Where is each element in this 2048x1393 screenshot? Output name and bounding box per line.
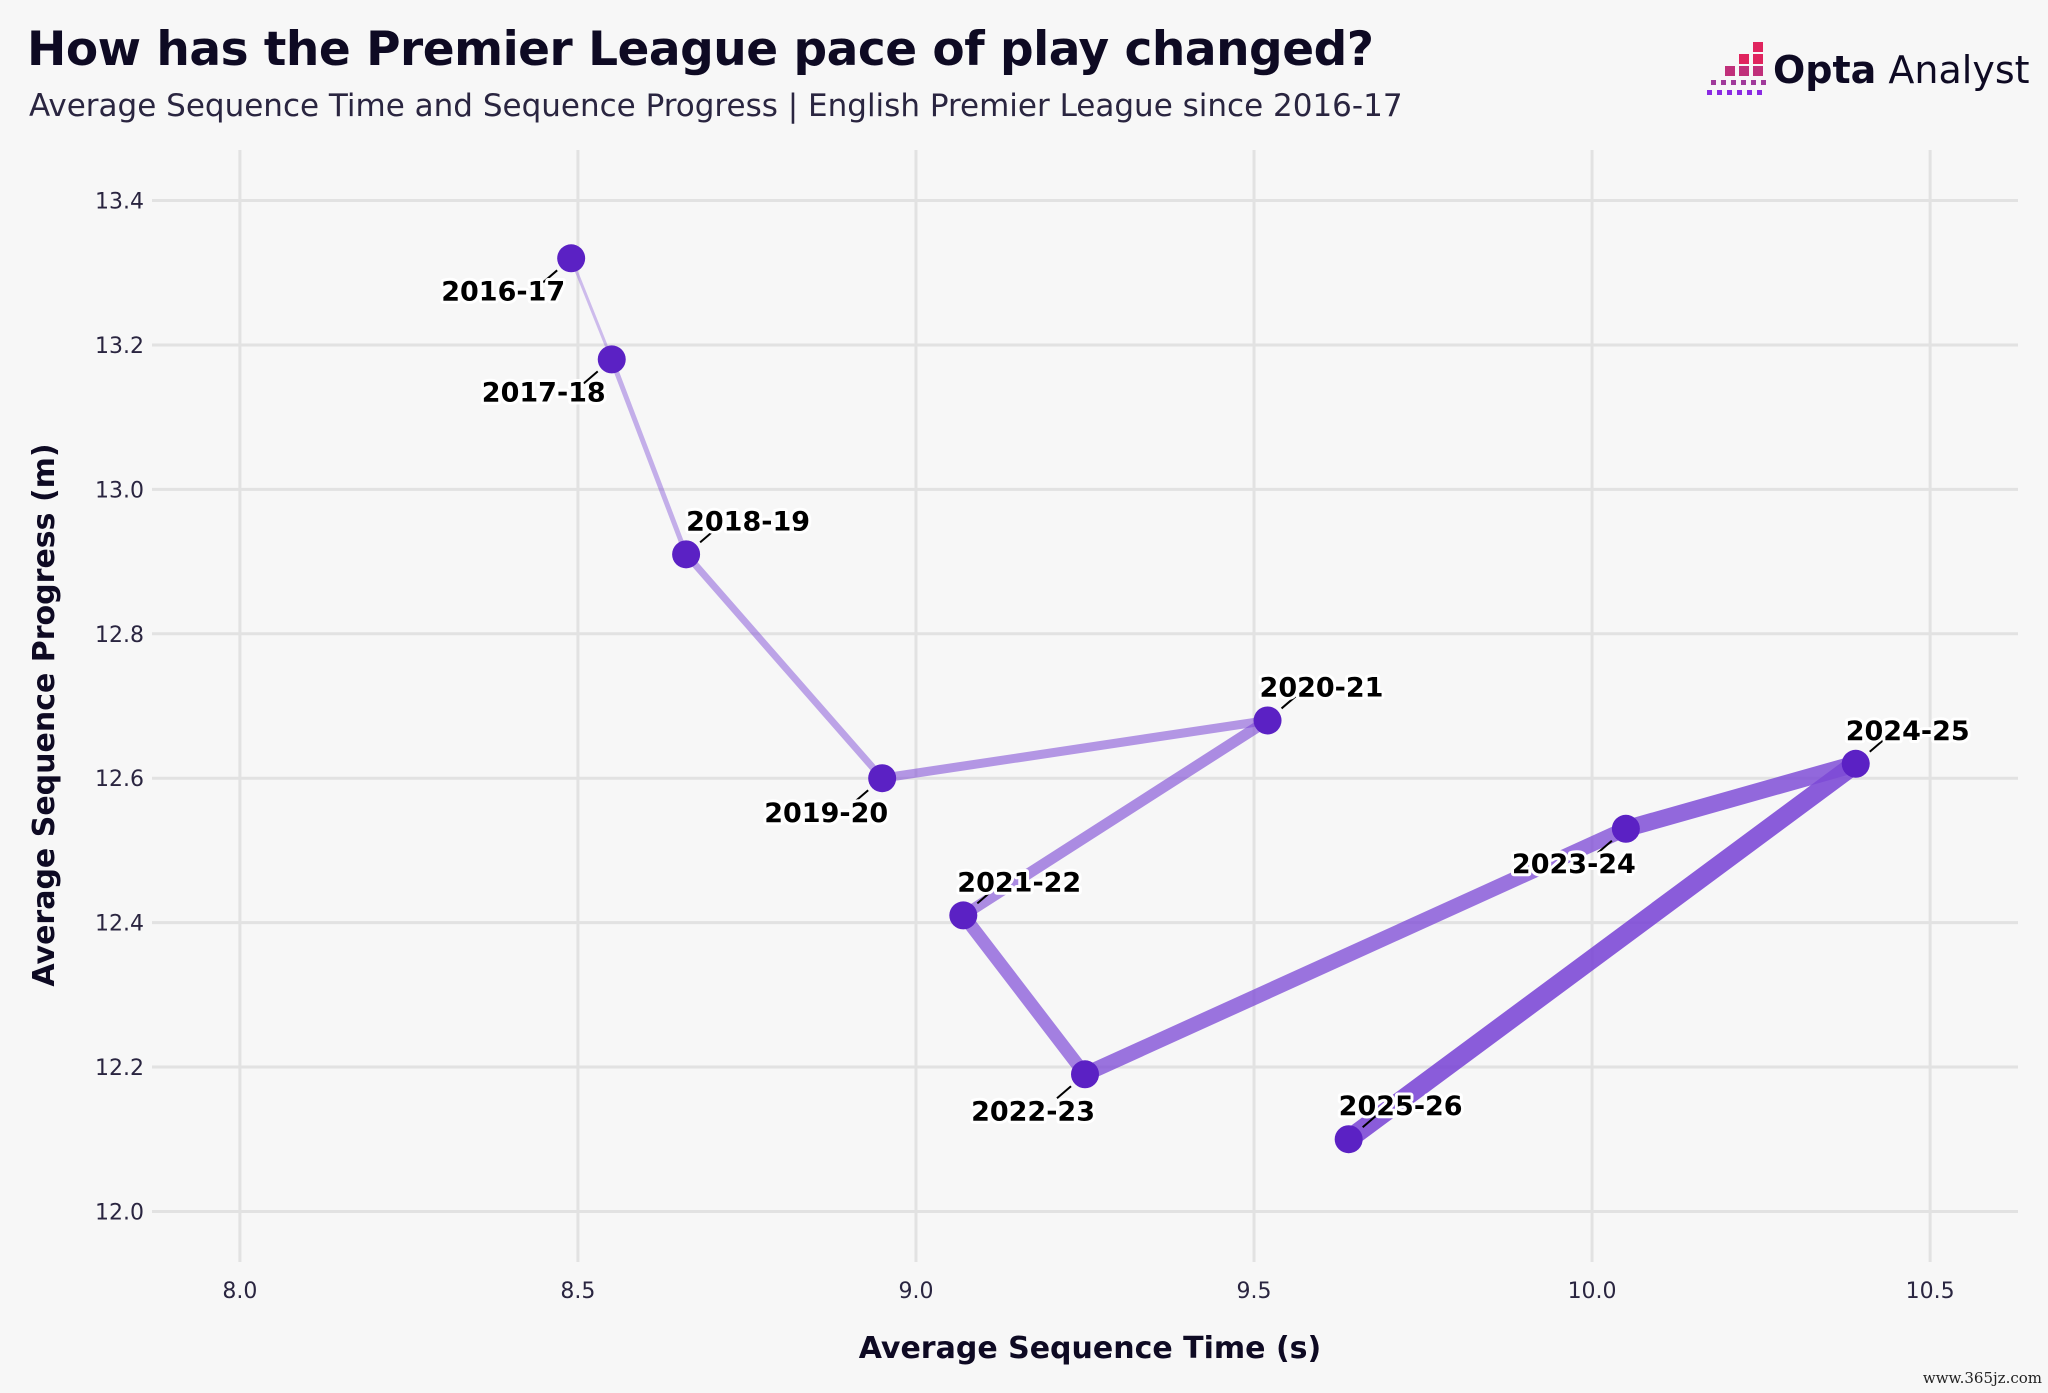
label-leader bbox=[1362, 1114, 1378, 1129]
y-tick-label: 13.2 bbox=[95, 334, 144, 359]
point-label: 2019-20 bbox=[764, 798, 888, 829]
label-leader bbox=[699, 529, 715, 544]
x-tick-label: 8.5 bbox=[560, 1279, 595, 1304]
y-tick-label: 12.4 bbox=[95, 912, 144, 937]
y-tick-label: 13.4 bbox=[95, 190, 144, 215]
x-tick-label: 8.0 bbox=[222, 1279, 257, 1304]
y-tick-label: 12.2 bbox=[95, 1056, 144, 1081]
connecting-path bbox=[569, 256, 1866, 1149]
point-label: 2024-25 bbox=[1846, 716, 1970, 747]
label-leaders bbox=[542, 269, 1885, 1129]
label-leader bbox=[976, 890, 992, 905]
path-segment bbox=[1077, 821, 1634, 1082]
data-point bbox=[597, 345, 626, 374]
data-points bbox=[557, 244, 1870, 1154]
path-segment bbox=[956, 908, 1092, 1081]
y-tick-label: 13.0 bbox=[95, 478, 144, 503]
data-point bbox=[1841, 749, 1870, 778]
data-point bbox=[557, 244, 586, 273]
path-segment bbox=[682, 550, 886, 782]
data-point bbox=[1071, 1060, 1099, 1089]
point-label: 2020-21 bbox=[1260, 672, 1384, 703]
point-labels: 2016-17 2017-18 2018-19 2019-20 2020-21 2021-… bbox=[438, 273, 1972, 1130]
point-label: 2017-18 bbox=[482, 377, 606, 408]
label-leader bbox=[542, 269, 558, 284]
label-leader bbox=[1869, 739, 1885, 753]
data-point bbox=[1611, 814, 1640, 843]
point-label: 2022-23 bbox=[971, 1096, 1095, 1127]
point-label: 2018-19 bbox=[686, 506, 810, 537]
x-tick-label: 10.0 bbox=[1568, 1279, 1617, 1304]
x-tick-labels: 8.0 8.5 9.0 9.5 10.0 10.5 bbox=[222, 1279, 1954, 1304]
x-tick-label: 9.0 bbox=[898, 1279, 933, 1304]
path-segment bbox=[1339, 754, 1866, 1149]
point-label: 2023-24 bbox=[1512, 849, 1636, 880]
x-tick-label: 9.5 bbox=[1237, 1279, 1272, 1304]
y-tick-label: 12.0 bbox=[95, 1200, 144, 1225]
opta-bar-icon bbox=[1707, 42, 1766, 95]
y-tick-label: 12.6 bbox=[95, 767, 144, 792]
path-segment bbox=[877, 715, 1273, 783]
chart-title: How has the Premier League pace of play … bbox=[27, 22, 1374, 77]
path-segment bbox=[609, 356, 689, 557]
path-segment bbox=[1617, 755, 1865, 838]
logo-wordmark: Opta Analyst bbox=[1773, 48, 2030, 92]
chart-subtitle: Average Sequence Time and Sequence Progr… bbox=[29, 88, 1403, 124]
data-point bbox=[672, 540, 701, 569]
opta-analyst-logo: Opta Analyst bbox=[1705, 40, 2030, 100]
grid bbox=[152, 150, 2018, 1262]
point-label: 2016-17 bbox=[441, 276, 565, 307]
point-label: 2021-22 bbox=[957, 867, 1081, 898]
y-tick-labels: 12.0 12.2 12.4 12.6 12.8 13.0 13.2 13.4 bbox=[95, 190, 144, 1226]
label-leader bbox=[1280, 695, 1297, 710]
x-axis-title: Average Sequence Time (s) bbox=[859, 1331, 1322, 1366]
point-label: 2025-26 bbox=[1339, 1091, 1463, 1122]
y-tick-label: 12.8 bbox=[95, 623, 144, 648]
path-segment bbox=[957, 714, 1274, 921]
data-point bbox=[1334, 1125, 1363, 1154]
y-axis-title: Average Sequence Progress (m) bbox=[27, 443, 62, 986]
label-leader bbox=[853, 789, 869, 803]
data-point bbox=[868, 764, 897, 793]
label-leader bbox=[1056, 1085, 1072, 1100]
x-tick-label: 10.5 bbox=[1906, 1279, 1955, 1304]
label-leader bbox=[1597, 839, 1613, 854]
data-point bbox=[949, 901, 978, 930]
watermark: www.365jz.com bbox=[1922, 1369, 2042, 1387]
path-segment bbox=[569, 256, 614, 361]
label-leader bbox=[583, 370, 599, 385]
data-point bbox=[1253, 706, 1282, 735]
